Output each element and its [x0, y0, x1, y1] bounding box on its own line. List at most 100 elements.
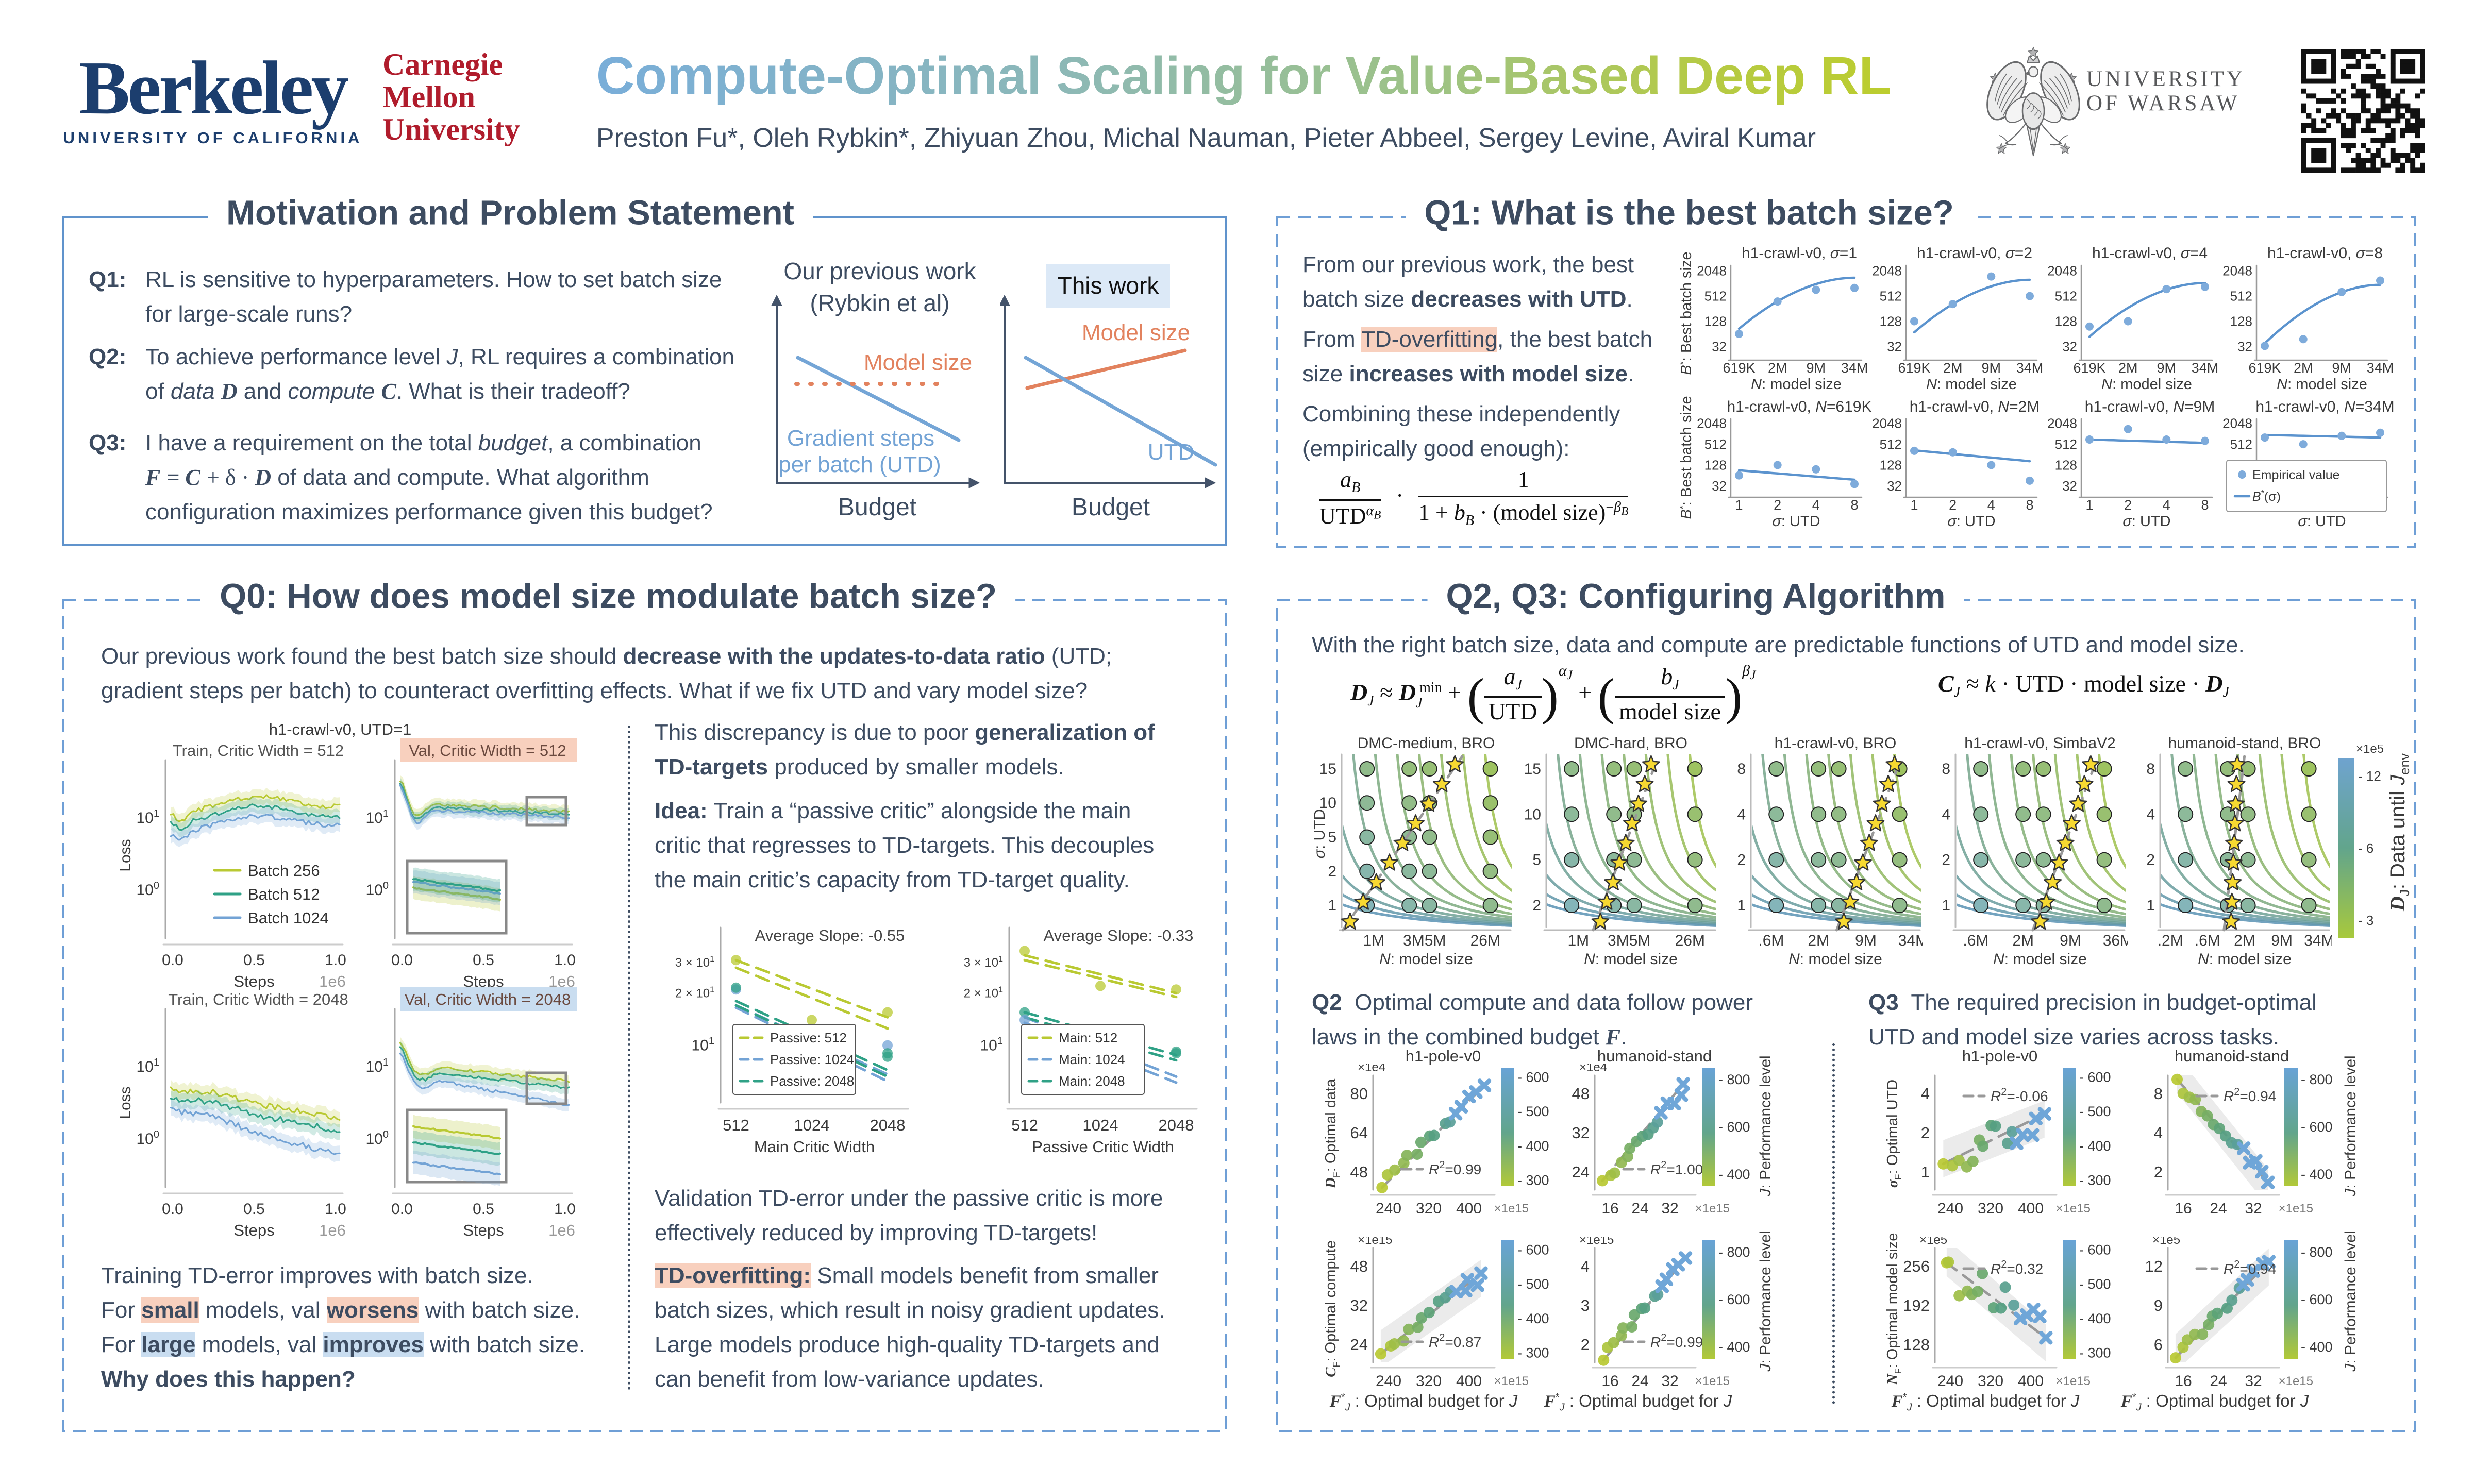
- svg-text:h1-crawl-v0, σ=2: h1-crawl-v0, σ=2: [1917, 245, 2032, 262]
- svg-text:×1e5: ×1e5: [2152, 1237, 2180, 1247]
- svg-text:×1e15: ×1e15: [1695, 1202, 1730, 1213]
- svg-text:- 800: - 800: [1718, 1244, 1750, 1260]
- svg-text:Model size: Model size: [864, 350, 972, 375]
- svg-text:3M5M: 3M5M: [1608, 932, 1650, 949]
- svg-text:- 500: - 500: [1517, 1276, 1549, 1292]
- svg-text:R2=-0.06: R2=-0.06: [1991, 1086, 2048, 1104]
- svg-text:Average Slope: -0.33: Average Slope: -0.33: [1044, 926, 1194, 945]
- svg-text:DJ: Data until Jenv: DJ: Data until Jenv: [2386, 753, 2412, 912]
- svg-text:12: 12: [2145, 1257, 2163, 1275]
- svg-text:2048: 2048: [2222, 263, 2252, 279]
- svg-text:Passive: 512: Passive: 512: [770, 1030, 847, 1045]
- svg-text:2: 2: [2124, 497, 2132, 513]
- svg-text:4: 4: [2154, 1124, 2163, 1142]
- svg-text:2: 2: [1942, 852, 1950, 869]
- svg-text:- 12: - 12: [2358, 768, 2381, 784]
- svg-text:σ: UTD: σ: UTD: [2122, 513, 2170, 530]
- svg-text:0.0: 0.0: [162, 952, 183, 969]
- svg-text:8: 8: [2154, 1085, 2163, 1103]
- svg-text:CF: Optimal compute: CF: Optimal compute: [1323, 1240, 1342, 1377]
- svg-text:320: 320: [1416, 1200, 1442, 1213]
- svg-text:2M: 2M: [1943, 360, 1963, 376]
- svg-text:1: 1: [1921, 1163, 1930, 1181]
- svg-text:400: 400: [2018, 1200, 2044, 1213]
- svg-text:B*: Best batch size: B*: Best batch size: [1678, 251, 1695, 375]
- svg-text:DF: Optimal data: DF: Optimal data: [1323, 1078, 1342, 1189]
- svg-text:128: 128: [1704, 458, 1727, 473]
- svg-text:h1-crawl-v0, N=619K: h1-crawl-v0, N=619K: [1727, 398, 1872, 415]
- svg-text:34M: 34M: [2016, 360, 2044, 376]
- svg-text:σ: UTD: σ: UTD: [1772, 513, 1820, 530]
- svg-text:64: 64: [1350, 1124, 1368, 1142]
- svg-text:×1e15: ×1e15: [2056, 1202, 2091, 1213]
- svg-text:4: 4: [1942, 806, 1950, 823]
- svg-text:1: 1: [2146, 897, 2155, 914]
- svg-text:24: 24: [2210, 1373, 2227, 1386]
- svg-text:128: 128: [2055, 314, 2077, 329]
- svg-text:2: 2: [1737, 852, 1746, 869]
- svg-text:8: 8: [2201, 497, 2209, 513]
- svg-text:1: 1: [1942, 897, 1950, 914]
- svg-text:320: 320: [1978, 1200, 2003, 1213]
- svg-text:N: model size: N: model size: [1379, 951, 1473, 968]
- svg-text:512: 512: [2055, 289, 2077, 304]
- svg-text:- 500: - 500: [2079, 1104, 2111, 1119]
- svg-text:128: 128: [2055, 458, 2077, 473]
- svg-text:512: 512: [1880, 289, 1902, 304]
- svg-text:DMC-hard, BRO: DMC-hard, BRO: [1574, 737, 1687, 752]
- svg-text:Our previous work: Our previous work: [783, 258, 976, 284]
- svg-text:34M: 34M: [1841, 360, 1868, 376]
- svg-text:.2M: .2M: [2158, 932, 2183, 949]
- svg-text:Passive: 2048: Passive: 2048: [770, 1073, 854, 1089]
- svg-text:48: 48: [1572, 1085, 1590, 1103]
- svg-text:×1e5: ×1e5: [1919, 1237, 1947, 1247]
- svg-text:10: 10: [1319, 795, 1336, 812]
- svg-text:24: 24: [1350, 1336, 1368, 1354]
- svg-text:.6M: .6M: [1758, 932, 1784, 949]
- svg-text:48: 48: [1350, 1257, 1368, 1275]
- svg-text:Empirical value: Empirical value: [2252, 468, 2340, 482]
- svg-text:619K: 619K: [2248, 360, 2281, 376]
- svg-text:×1e15: ×1e15: [1579, 1237, 1614, 1247]
- svg-text:24: 24: [1631, 1200, 1648, 1213]
- svg-text:2M: 2M: [2294, 360, 2313, 376]
- svg-text:32: 32: [1712, 478, 1727, 494]
- svg-text:2048: 2048: [1159, 1116, 1194, 1134]
- svg-text:1.0: 1.0: [554, 952, 576, 969]
- svg-text:J: Performance level: J: Performance level: [2342, 1230, 2359, 1372]
- svg-text:619K: 619K: [2073, 360, 2105, 376]
- svg-text:619K: 619K: [1723, 360, 1755, 376]
- svg-text:0.0: 0.0: [391, 952, 413, 969]
- svg-text:- 400: - 400: [1718, 1167, 1750, 1182]
- svg-text:N: model size: N: model size: [1926, 376, 2017, 393]
- svg-text:- 600: - 600: [1718, 1292, 1750, 1307]
- svg-text:σ: UTD: σ: UTD: [1947, 513, 1995, 530]
- svg-text:N: model size: N: model size: [1788, 951, 1882, 968]
- svg-text:24: 24: [1631, 1373, 1648, 1386]
- svg-text:3: 3: [1581, 1296, 1590, 1314]
- svg-text:- 400: - 400: [2301, 1167, 2333, 1182]
- svg-text:2M: 2M: [1808, 932, 1829, 949]
- svg-text:16: 16: [2175, 1373, 2192, 1386]
- svg-text:- 400: - 400: [1517, 1138, 1549, 1154]
- svg-text:×1e4: ×1e4: [1579, 1064, 1607, 1074]
- svg-text:10: 10: [1524, 806, 1541, 823]
- svg-text:2048: 2048: [2047, 263, 2077, 279]
- svg-text:h1-crawl-v0, N=2M: h1-crawl-v0, N=2M: [1910, 398, 2040, 415]
- svg-text:1024: 1024: [794, 1116, 830, 1134]
- svg-text:- 500: - 500: [2079, 1276, 2111, 1292]
- svg-text:h1-crawl-v0, N=9M: h1-crawl-v0, N=9M: [2085, 398, 2215, 415]
- svg-text:32: 32: [1712, 339, 1727, 355]
- svg-text:×1e15: ×1e15: [2279, 1202, 2313, 1213]
- svg-text:h1-crawl-v0, BRO: h1-crawl-v0, BRO: [1775, 737, 1897, 752]
- svg-text:1: 1: [1737, 897, 1746, 914]
- svg-text:101: 101: [692, 1036, 715, 1054]
- svg-text:3 × 101: 3 × 101: [675, 955, 714, 970]
- svg-text:×1e5: ×1e5: [2356, 745, 2384, 756]
- svg-text:.6M: .6M: [2195, 932, 2220, 949]
- svg-text:Main: 1024: Main: 1024: [1059, 1052, 1125, 1067]
- svg-text:J: Performance level: J: Performance level: [1757, 1055, 1774, 1196]
- svg-text:- 600: - 600: [1517, 1242, 1549, 1257]
- svg-text:- 800: - 800: [2301, 1244, 2333, 1260]
- svg-text:4: 4: [1921, 1085, 1930, 1103]
